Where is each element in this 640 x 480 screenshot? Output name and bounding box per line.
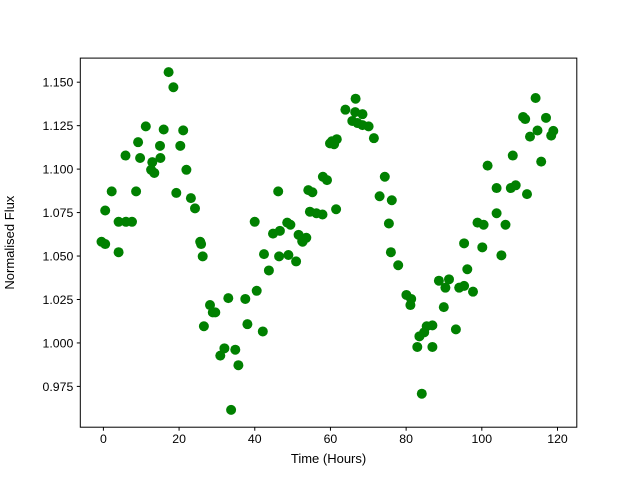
svg-text:1.075: 1.075 [43, 206, 74, 220]
svg-text:1.025: 1.025 [43, 293, 74, 307]
svg-text:1.000: 1.000 [43, 336, 74, 350]
svg-text:0: 0 [100, 432, 107, 446]
svg-text:Normalised Flux: Normalised Flux [2, 195, 17, 289]
svg-text:1.125: 1.125 [43, 119, 74, 133]
svg-text:1.100: 1.100 [43, 163, 74, 177]
svg-text:0.975: 0.975 [43, 380, 74, 394]
svg-text:120: 120 [547, 432, 568, 446]
svg-text:1.050: 1.050 [43, 250, 74, 264]
svg-text:80: 80 [399, 432, 413, 446]
svg-text:1.150: 1.150 [43, 76, 74, 90]
svg-text:100: 100 [472, 432, 493, 446]
svg-text:40: 40 [248, 432, 262, 446]
svg-text:20: 20 [172, 432, 186, 446]
svg-text:Time (Hours): Time (Hours) [291, 451, 366, 466]
svg-text:60: 60 [324, 432, 338, 446]
